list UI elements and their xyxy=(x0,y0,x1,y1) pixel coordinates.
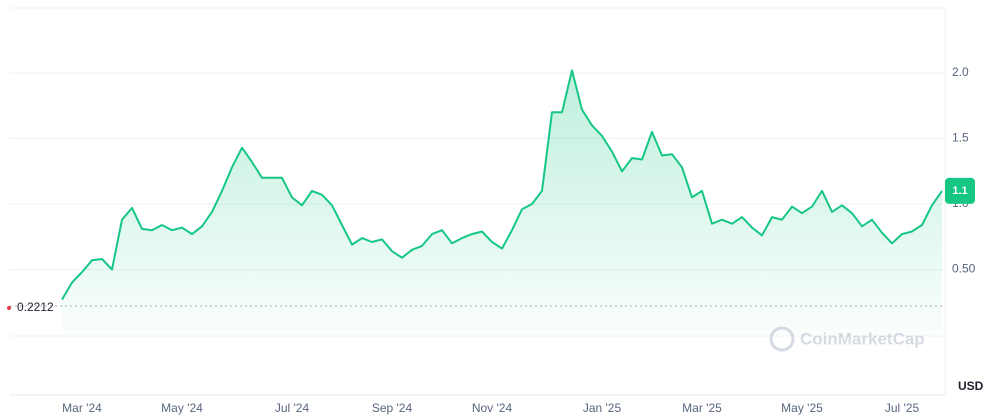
x-tick-label: May '25 xyxy=(781,401,823,415)
reference-label: 0.2212 xyxy=(17,300,54,314)
x-tick-label: Jul '25 xyxy=(885,401,920,415)
x-tick-label: Jul '24 xyxy=(275,401,310,415)
price-line xyxy=(61,69,943,301)
y-tick-label: 0.50 xyxy=(952,262,976,276)
price-badge-label: 1.1 xyxy=(952,185,967,197)
area-fill xyxy=(62,70,942,336)
x-tick-label: Mar '24 xyxy=(62,401,102,415)
y-tick-label: 1.5 xyxy=(952,131,969,145)
x-tick-label: Nov '24 xyxy=(472,401,513,415)
x-tick-label: Jan '25 xyxy=(583,401,622,415)
x-tick-label: Mar '25 xyxy=(682,401,722,415)
x-tick-label: Sep '24 xyxy=(372,401,413,415)
reference-dot xyxy=(7,306,11,311)
y-tick-label: 2.0 xyxy=(952,65,969,79)
currency: USD xyxy=(958,379,984,393)
x-tick-label: May '24 xyxy=(161,401,203,415)
price-badge xyxy=(945,177,975,204)
